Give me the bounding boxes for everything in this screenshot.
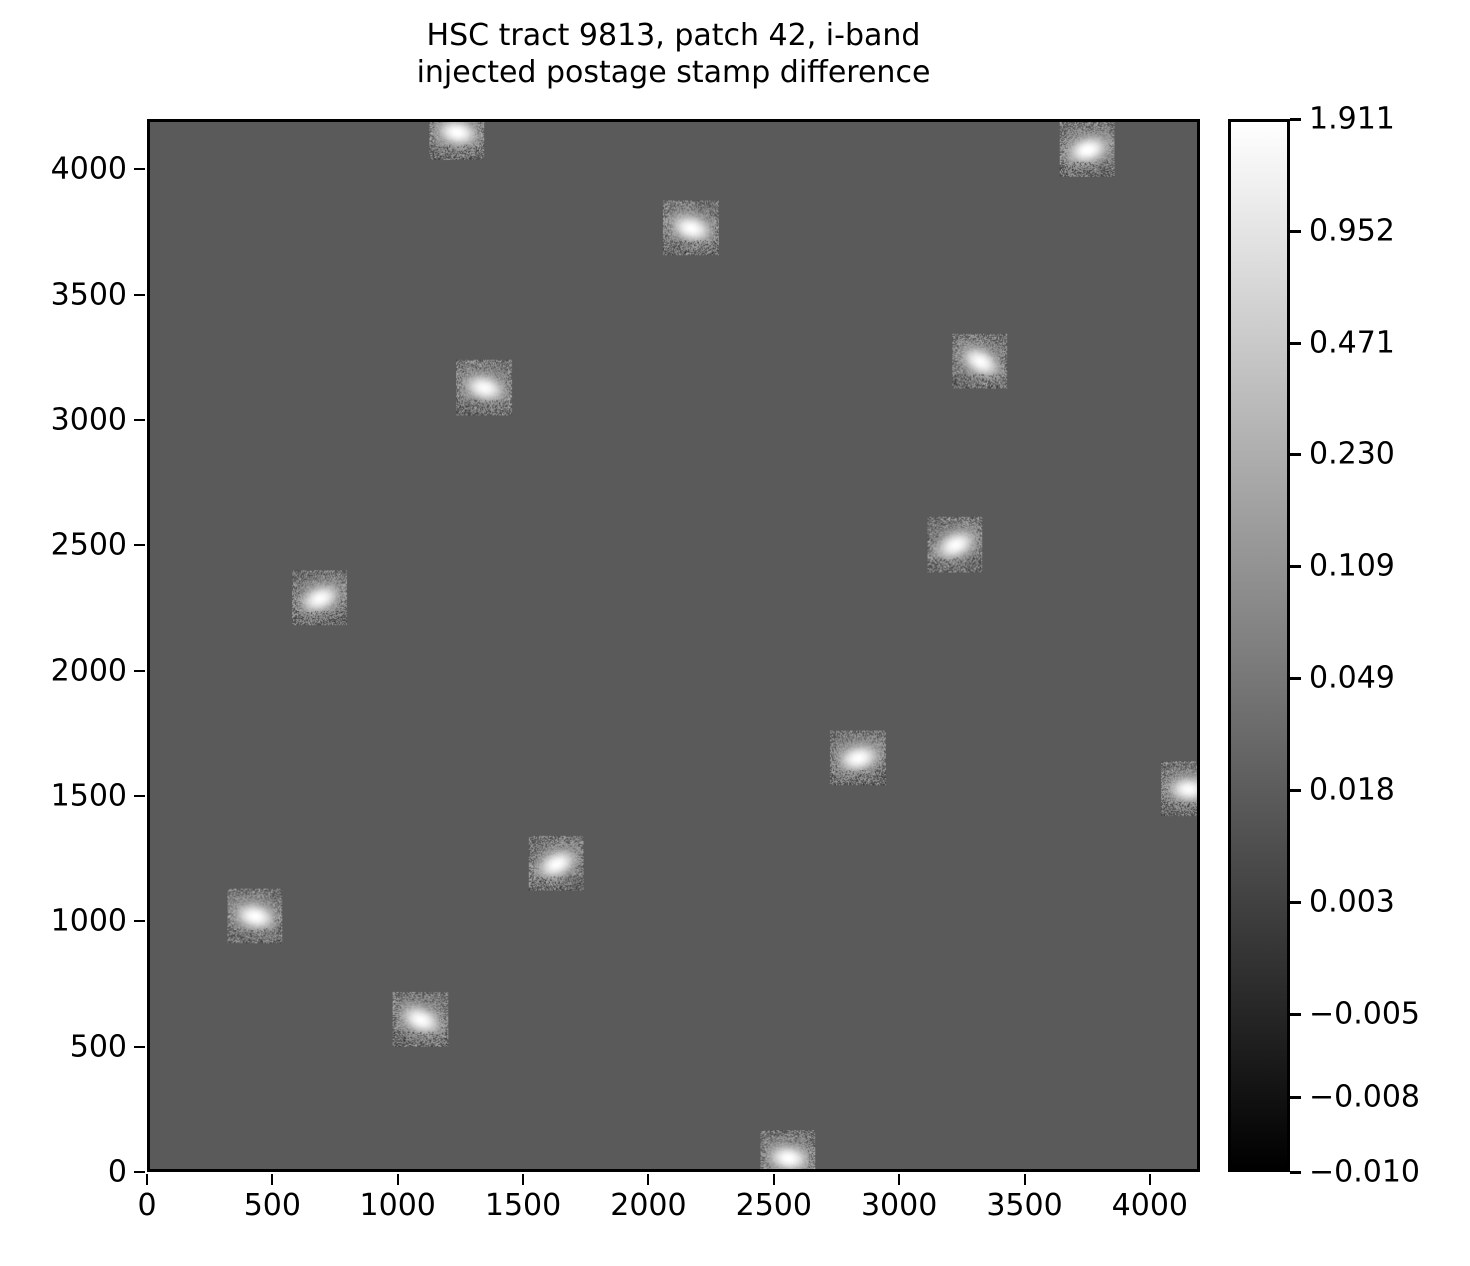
y-tick-label: 1500 [50,778,127,814]
colorbar-tick-label: 0.003 [1309,884,1395,920]
y-tick-label: 4000 [50,151,127,187]
colorbar-tick-label: 0.471 [1309,325,1395,361]
chart-title: HSC tract 9813, patch 42, i-band injecte… [416,18,931,90]
y-tick-label: 0 [107,1154,127,1190]
y-tick-mark [134,293,145,296]
difference-image-heatmap [150,122,1197,1169]
y-tick-label: 500 [69,1029,127,1065]
x-tick-label: 3000 [860,1188,938,1223]
x-tick-mark [1023,1174,1026,1185]
colorbar-tick-mark [1290,453,1301,457]
y-tick-mark [134,669,145,672]
x-tick-label: 3500 [986,1188,1063,1223]
y-tick-label: 3000 [50,402,127,438]
x-tick-mark [271,1174,274,1185]
colorbar-tick-label: −0.005 [1309,996,1421,1032]
y-tick-label: 2000 [50,653,127,689]
x-tick-mark [647,1174,650,1185]
y-tick-mark [134,1171,145,1173]
x-tick-mark [1148,1174,1151,1185]
y-tick-mark [134,418,145,421]
y-tick-label: 1000 [50,903,127,939]
x-tick-label: 0 [137,1188,157,1223]
y-tick-mark [134,544,145,547]
x-tick-label: 500 [243,1188,301,1223]
colorbar-tick-mark [1290,1012,1301,1016]
x-tick-mark [396,1174,399,1185]
x-tick-label: 1000 [359,1188,436,1223]
colorbar-tick-mark [1290,677,1301,681]
y-tick-mark [134,168,145,171]
x-tick-mark [146,1174,148,1185]
x-tick-mark [772,1174,775,1185]
colorbar-gradient [1228,119,1290,1172]
colorbar-tick-mark [1290,341,1301,345]
x-tick-label: 2500 [735,1188,812,1223]
image-axes[interactable] [147,119,1200,1172]
x-tick-label: 4000 [1111,1188,1189,1223]
y-tick-mark [134,1045,145,1048]
y-tick-label: 2500 [50,527,127,563]
y-tick-mark [134,920,145,923]
colorbar-tick-mark [1290,1096,1301,1100]
colorbar[interactable] [1228,119,1290,1172]
colorbar-tick-mark [1290,229,1301,233]
colorbar-tick-mark [1290,118,1301,121]
x-tick-mark [898,1174,901,1185]
colorbar-tick-mark [1290,1171,1301,1174]
colorbar-tick-label: −0.010 [1309,1154,1421,1190]
x-tick-label: 2000 [610,1188,687,1223]
colorbar-tick-mark [1290,788,1301,792]
colorbar-tick-label: 0.109 [1309,548,1395,584]
colorbar-tick-label: −0.008 [1309,1079,1421,1115]
colorbar-tick-label: 0.230 [1309,436,1395,472]
colorbar-tick-label: 1.911 [1309,101,1395,137]
colorbar-tick-label: 0.952 [1309,213,1395,249]
colorbar-tick-label: 0.018 [1309,772,1395,808]
colorbar-tick-label: 0.049 [1309,660,1395,696]
y-tick-label: 3500 [50,277,127,312]
colorbar-tick-mark [1290,900,1301,904]
x-tick-label: 1500 [484,1188,562,1223]
y-tick-mark [134,794,145,797]
x-tick-mark [522,1174,525,1185]
colorbar-tick-mark [1290,565,1301,569]
